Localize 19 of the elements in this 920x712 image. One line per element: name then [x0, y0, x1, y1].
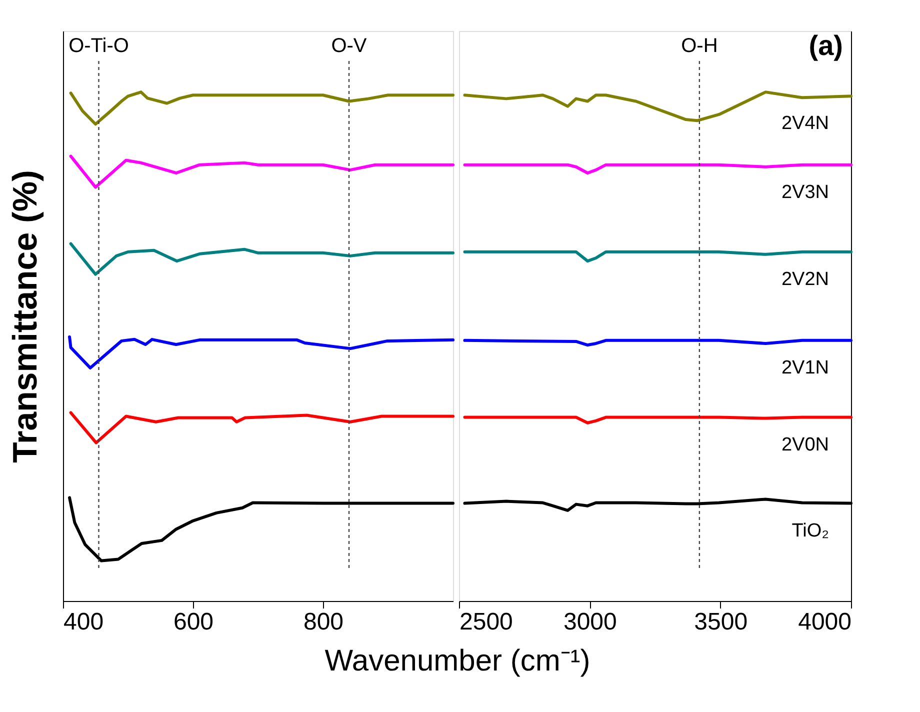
x-tick-label: 800 — [303, 608, 344, 636]
ref-line-label: O-Ti-O — [68, 35, 129, 57]
text: (a) — [808, 30, 843, 61]
ref-line-label: O-V — [331, 35, 368, 57]
series-label: 2V0N — [781, 434, 829, 456]
y-axis-title: Transmittance (%) — [6, 170, 44, 463]
x-tick-label: 3000 — [563, 608, 617, 636]
series-label: 2V1N — [781, 357, 829, 378]
series-label: 2V3N — [781, 182, 829, 203]
series-label: 2V4N — [781, 113, 829, 134]
ref-line-label: O-H — [681, 35, 718, 57]
x-tick-label: 400 — [64, 608, 104, 636]
x-tick-label: 600 — [173, 608, 214, 636]
series-label: 2V2N — [781, 268, 829, 290]
series-label: TiO₂ — [792, 520, 829, 542]
x-axis-title: Wavenumber (cm⁻¹) — [324, 644, 590, 678]
x-tick-label: 2500 — [460, 608, 513, 636]
x-tick-label: 3500 — [694, 608, 748, 636]
x-tick-label: 4000 — [798, 608, 852, 636]
